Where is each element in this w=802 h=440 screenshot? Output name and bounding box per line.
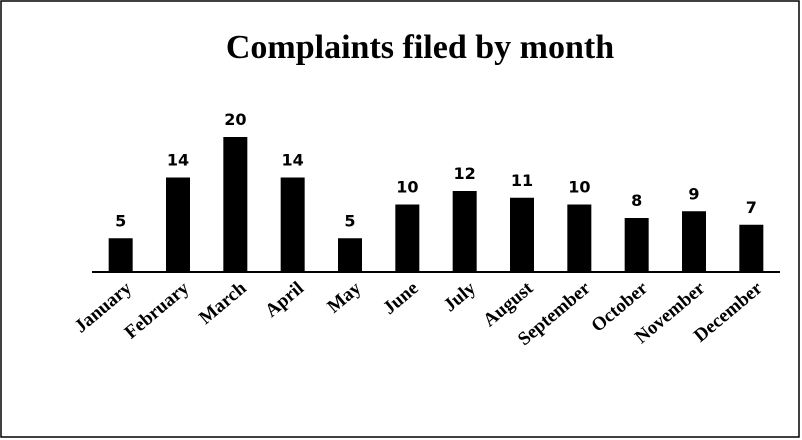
- bar: [452, 191, 477, 272]
- bar: [682, 211, 706, 272]
- bar: [739, 224, 764, 272]
- data-label: 14: [167, 151, 189, 170]
- bar: [166, 177, 190, 272]
- data-label: 10: [396, 178, 418, 197]
- data-label: 9: [688, 184, 699, 203]
- data-label: 10: [568, 178, 590, 197]
- bar: [624, 218, 649, 272]
- bar: [108, 238, 133, 272]
- data-label: 5: [344, 211, 355, 230]
- data-label: 20: [224, 110, 246, 129]
- bar: [338, 238, 362, 272]
- bar: [510, 197, 534, 272]
- data-label: 5: [115, 211, 126, 230]
- bar: [567, 204, 592, 272]
- data-label: 11: [511, 171, 533, 190]
- data-label: 8: [631, 191, 642, 210]
- bar: [395, 204, 420, 272]
- data-label: 14: [282, 151, 304, 170]
- bar: [280, 177, 305, 272]
- data-label: 7: [746, 198, 757, 217]
- data-label: 12: [454, 164, 476, 183]
- bar: [223, 137, 248, 272]
- chart-title: Complaints filed by month: [226, 29, 614, 66]
